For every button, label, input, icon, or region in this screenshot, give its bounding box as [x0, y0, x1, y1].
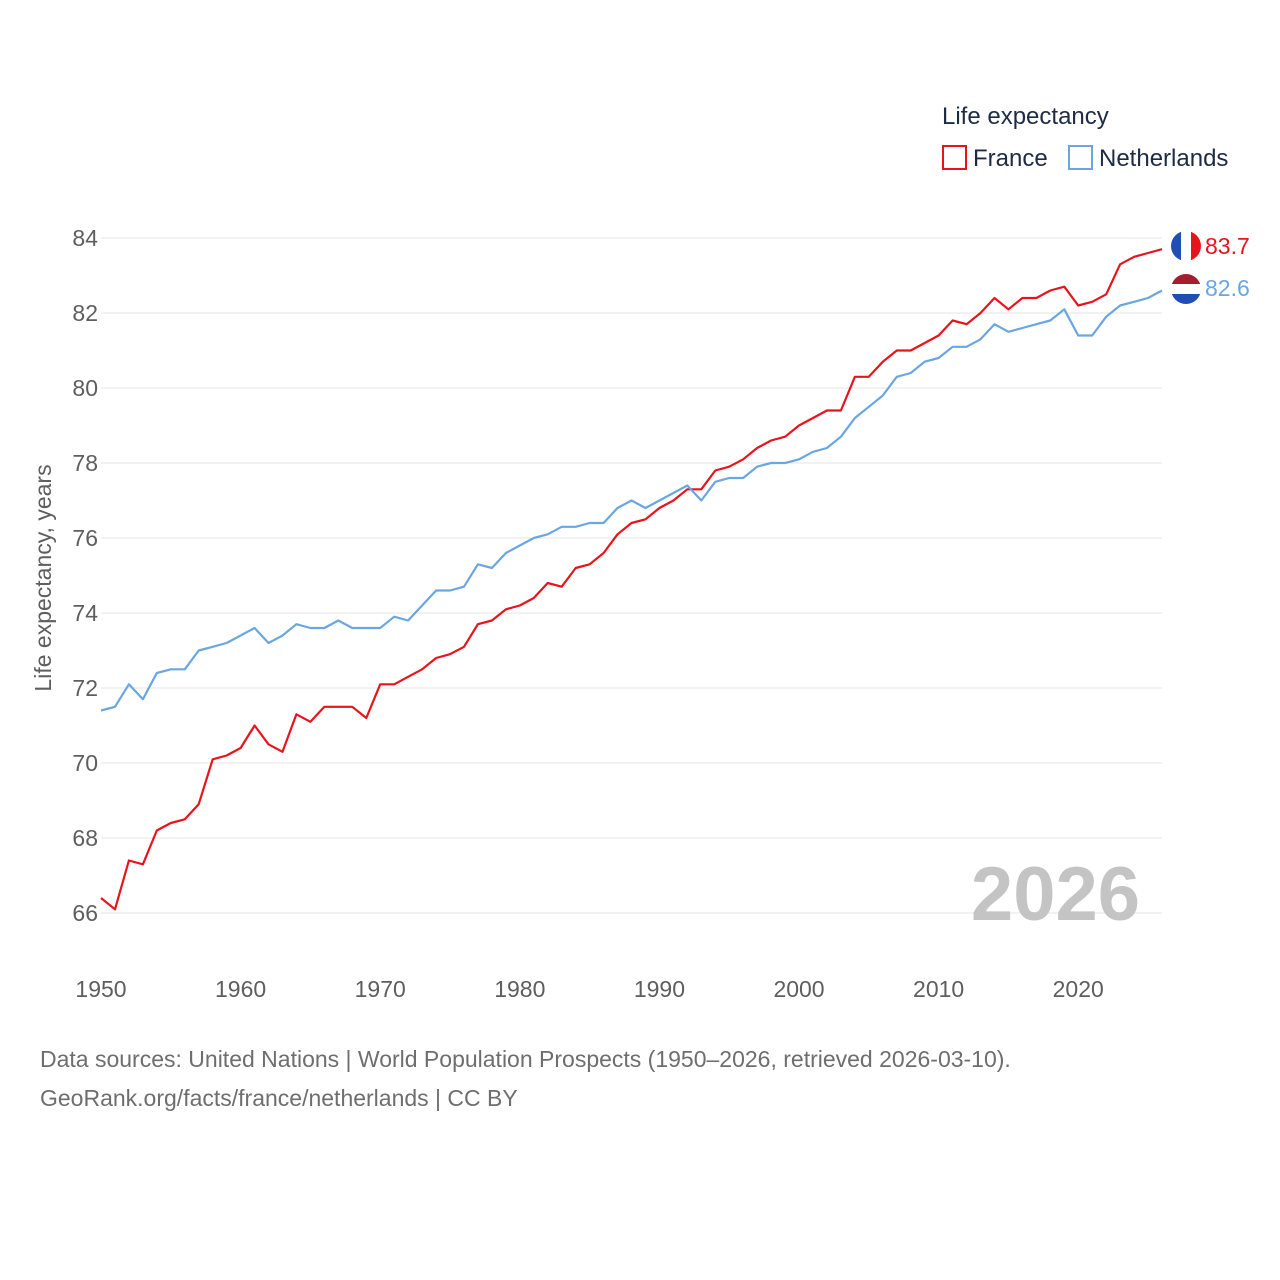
series-line-france — [100, 248, 1163, 911]
x-tick-label: 1960 — [215, 976, 266, 1002]
y-tick-label: 68 — [72, 825, 98, 851]
year-watermark: 2026 — [971, 852, 1140, 937]
series-line-netherlands — [100, 289, 1163, 712]
x-tick-label: 1990 — [634, 976, 685, 1002]
end-value-label-france: 83.7 — [1205, 233, 1250, 259]
y-tick-label: 84 — [72, 225, 98, 251]
data-source-text: Data sources: United Nations | World Pop… — [40, 1046, 1011, 1072]
series-layer — [100, 248, 1163, 911]
x-tick-label: 1970 — [355, 976, 406, 1002]
x-tick-label: 2010 — [913, 976, 964, 1002]
y-tick-label: 72 — [72, 675, 98, 701]
legend: Life expectancy France Netherlands — [942, 103, 1228, 172]
y-tick-label: 70 — [72, 750, 98, 776]
legend-label-france: France — [973, 145, 1048, 172]
attribution-text: GeoRank.org/facts/france/netherlands | C… — [40, 1085, 518, 1111]
line-chart: 66 68 70 72 74 76 78 80 82 84 1950 1960 1970 1980 199… — [30, 103, 1250, 1002]
netherlands-flag-icon — [1171, 274, 1201, 304]
legend-title: Life expectancy — [942, 103, 1109, 130]
legend-swatch-france — [942, 145, 967, 170]
y-tick-label: 76 — [72, 525, 98, 551]
x-axis-ticks: 1950 1960 1970 1980 1990 2000 2010 2020 — [75, 976, 1103, 1002]
x-tick-label: 1980 — [494, 976, 545, 1002]
x-tick-label: 1950 — [75, 976, 126, 1002]
france-flag-icon — [1171, 231, 1201, 261]
legend-swatch-netherlands — [1068, 145, 1093, 170]
y-tick-label: 82 — [72, 300, 98, 326]
x-tick-label: 2020 — [1053, 976, 1104, 1002]
y-tick-label: 66 — [72, 900, 98, 926]
y-tick-label: 74 — [72, 600, 98, 626]
legend-label-netherlands: Netherlands — [1099, 145, 1228, 172]
y-axis-ticks: 66 68 70 72 74 76 78 80 82 84 — [72, 225, 98, 926]
x-tick-label: 2000 — [773, 976, 824, 1002]
y-tick-label: 78 — [72, 450, 98, 476]
y-tick-label: 80 — [72, 375, 98, 401]
end-value-label-netherlands: 82.6 — [1205, 275, 1250, 301]
y-axis-label: Life expectancy, years — [30, 464, 56, 691]
gridlines — [101, 237, 1162, 914]
